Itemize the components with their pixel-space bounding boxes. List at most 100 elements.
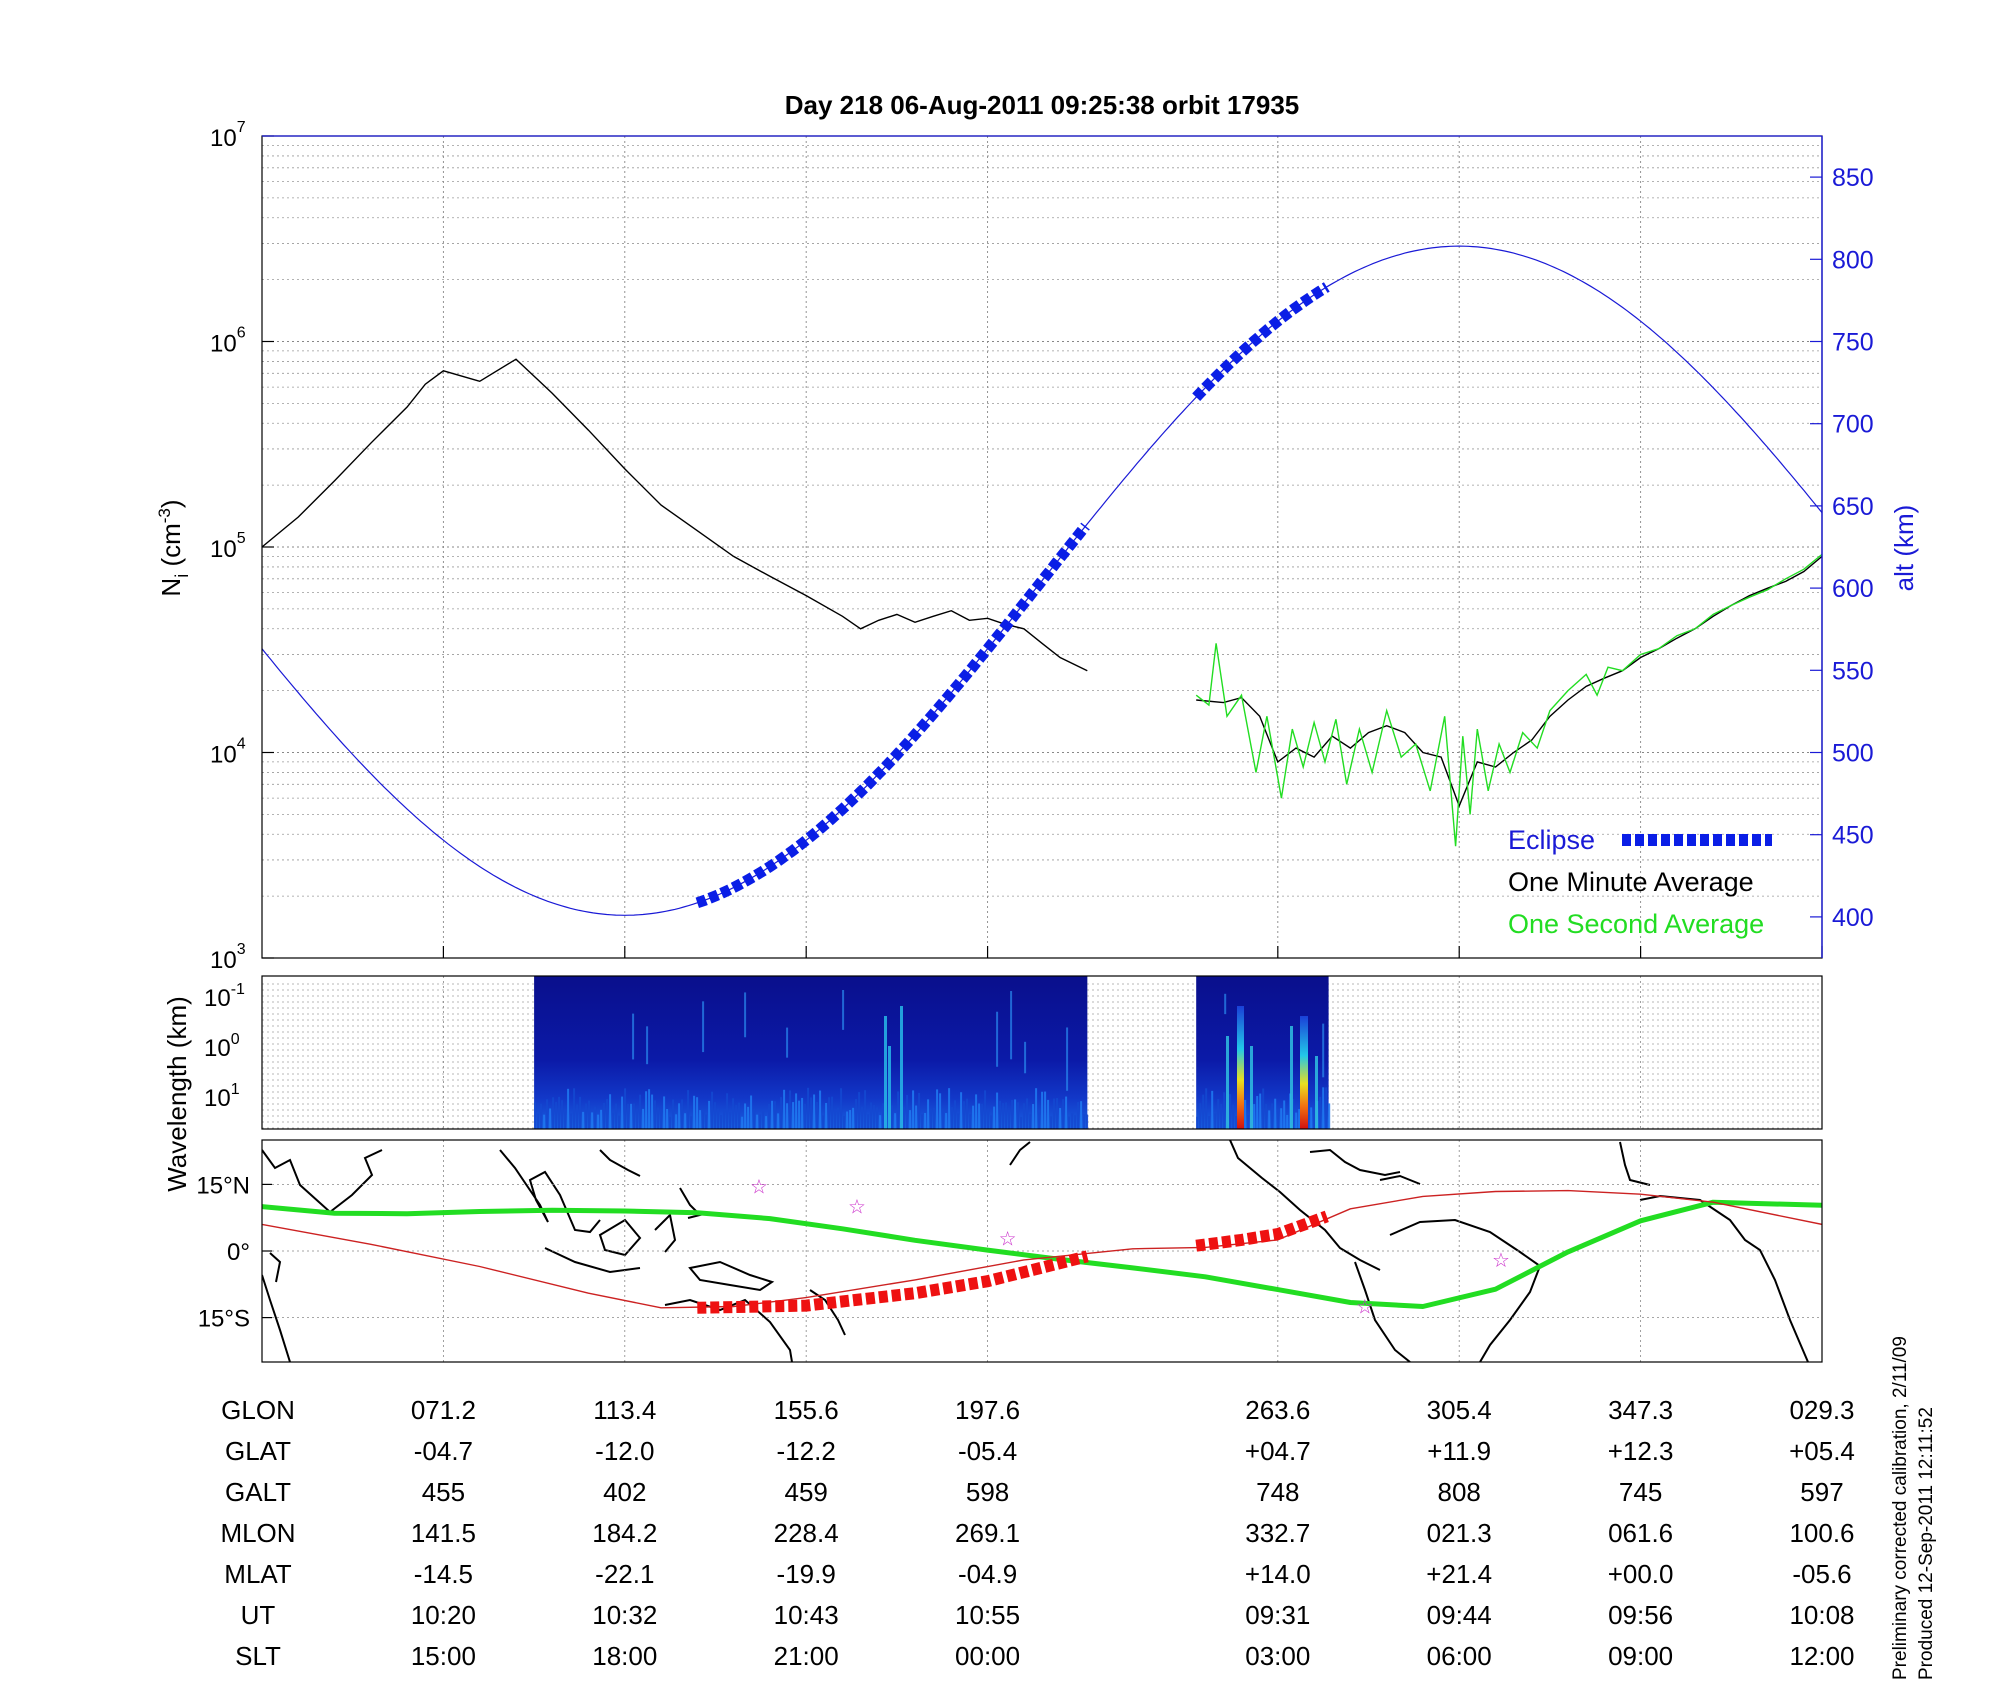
table-cell: -12.0 xyxy=(595,1436,654,1466)
coastline-new-guinea xyxy=(688,1260,775,1292)
spectrogram-streak xyxy=(633,1103,636,1129)
orbit-parameter-table: GLON 071.2 113.4 155.6 197.6 263.6 305.4 347.3 0… xyxy=(220,1395,1854,1671)
table-cell: 03:00 xyxy=(1245,1641,1310,1671)
table-cell: 808 xyxy=(1438,1477,1481,1507)
spectrogram-streak xyxy=(780,1097,783,1129)
table-cell: +00.0 xyxy=(1608,1559,1674,1589)
spectrogram-streak xyxy=(1268,1110,1271,1129)
spectrogram-streak xyxy=(1295,1112,1298,1129)
spectrogram-streak xyxy=(1262,1088,1265,1129)
spectrogram-streak xyxy=(1280,1108,1283,1129)
spectrogram-streak xyxy=(603,1102,606,1129)
spectrogram-streak xyxy=(561,1100,564,1129)
spectrogram-streak xyxy=(981,1103,984,1129)
spectrogram-streak xyxy=(552,1097,555,1129)
spectrogram-streak xyxy=(1053,1098,1056,1129)
spectrogram-streak xyxy=(585,1103,588,1129)
spectrogram-streak xyxy=(842,990,845,1030)
spectrogram-streak xyxy=(798,1100,801,1129)
spectrogram-streak xyxy=(1256,1096,1259,1129)
spectrogram-streak xyxy=(822,1115,825,1129)
spectrogram-streak xyxy=(1032,1104,1035,1129)
map-star-marker: ☆ xyxy=(999,1227,1017,1251)
spectrogram-streak xyxy=(555,1102,558,1129)
spectrogram-streak xyxy=(819,1090,822,1129)
spectrogram-streak xyxy=(1214,1113,1217,1129)
coastline-madagascar xyxy=(269,1252,282,1283)
right-tick-label: 450 xyxy=(1832,822,1874,850)
spectrogram-streak xyxy=(1024,1041,1027,1074)
spectrogram-streak xyxy=(1229,1094,1232,1129)
spectrogram-streak xyxy=(666,1108,669,1129)
table-cell: 021.3 xyxy=(1427,1518,1492,1548)
spectrogram-streak xyxy=(765,1116,768,1129)
spectrogram-streak xyxy=(1274,1098,1277,1129)
calibration-note: Preliminary corrected calibration, 2/11/… xyxy=(1890,1336,1911,1680)
eclipse-segment xyxy=(1192,282,1330,401)
spectrogram-streak xyxy=(1065,1096,1068,1129)
spectrogram-streak xyxy=(618,1115,621,1129)
spectrogram-streak xyxy=(966,1098,969,1129)
table-row-label: GALT xyxy=(225,1477,291,1507)
spectrogram-streak xyxy=(840,1088,843,1129)
spectrogram-streak xyxy=(537,1113,540,1129)
spectrogram-streak xyxy=(1011,1099,1014,1129)
one-minute-average-line xyxy=(1196,555,1822,808)
table-cell: 228.4 xyxy=(774,1518,839,1548)
main-series-layer xyxy=(262,245,1822,916)
map-star-marker: ☆ xyxy=(750,1175,768,1199)
spectrogram-streak xyxy=(744,992,747,1038)
spectrogram-hotspot xyxy=(1300,1016,1308,1129)
coastline-peru-chile xyxy=(1354,1261,1411,1362)
spectrogram-streak xyxy=(768,1103,771,1129)
spectrogram-streak xyxy=(1259,1093,1262,1129)
spectrogram-streak xyxy=(1199,1103,1202,1129)
map-eclipse-segment xyxy=(1195,1210,1329,1252)
spectrogram-tick-label: 100 xyxy=(204,1031,240,1062)
altitude-line xyxy=(262,245,1822,916)
left-axis-ticks: 103 104 105 106 107 xyxy=(210,119,274,974)
spectrogram-streak xyxy=(1035,1088,1038,1129)
spectrogram-streak xyxy=(930,1108,933,1129)
spectrogram-streak xyxy=(786,1027,789,1058)
spectrogram-streak xyxy=(600,1109,603,1129)
eclipse-segment xyxy=(695,522,1090,909)
table-cell: -05.4 xyxy=(958,1436,1017,1466)
spectrogram-streak xyxy=(1208,1116,1211,1129)
spectrogram-streak xyxy=(924,1112,927,1129)
spectrogram-streak xyxy=(1038,1111,1041,1129)
spectrogram-streak xyxy=(954,1100,957,1129)
spectrogram-streak xyxy=(912,1090,915,1129)
spectrogram-streak xyxy=(651,1094,654,1129)
spectrogram-streak xyxy=(897,1091,900,1129)
table-cell: 113.4 xyxy=(593,1395,656,1425)
spectrogram-streak xyxy=(786,1103,789,1129)
right-tick-label: 800 xyxy=(1832,246,1874,274)
spectrogram-streak xyxy=(774,1101,777,1129)
magnetic-equator-line xyxy=(262,1189,1822,1309)
table-cell: 10:20 xyxy=(411,1600,476,1630)
spectrogram-streak xyxy=(1328,1103,1331,1129)
spectrogram-streak xyxy=(567,1088,570,1129)
spectrogram-streak xyxy=(1014,1099,1017,1129)
spectrogram-streak xyxy=(708,1100,711,1129)
spectrogram-streak xyxy=(861,1106,864,1129)
spectrogram-streak xyxy=(1250,1046,1253,1129)
coastline-west-africa-north xyxy=(1619,1141,1651,1186)
density-altitude-panel: 103 104 105 106 107 400 450 500 550 600 650 700 750… xyxy=(155,119,1919,974)
right-tick-label: 850 xyxy=(1832,164,1874,192)
left-axis-label: Ni (cm-3) xyxy=(155,499,192,596)
map-latitude-ticks: 15°N 0° 15°S xyxy=(196,1172,272,1333)
spectrogram-streak xyxy=(894,1113,897,1129)
map-eclipse-segment xyxy=(697,1250,1089,1314)
table-cell: 15:00 xyxy=(411,1641,476,1671)
spectrogram-streak xyxy=(654,1100,657,1129)
spectrogram-streak xyxy=(1044,1091,1047,1129)
spectrogram-streak xyxy=(864,1090,867,1129)
spectrogram-streak xyxy=(906,1095,909,1129)
left-tick-label: 105 xyxy=(210,530,246,563)
spectrogram-streak xyxy=(948,1088,951,1129)
spectrogram-streak xyxy=(903,1106,906,1129)
spectrogram-streak xyxy=(717,1108,720,1129)
map-star-marker: ☆ xyxy=(848,1195,866,1219)
